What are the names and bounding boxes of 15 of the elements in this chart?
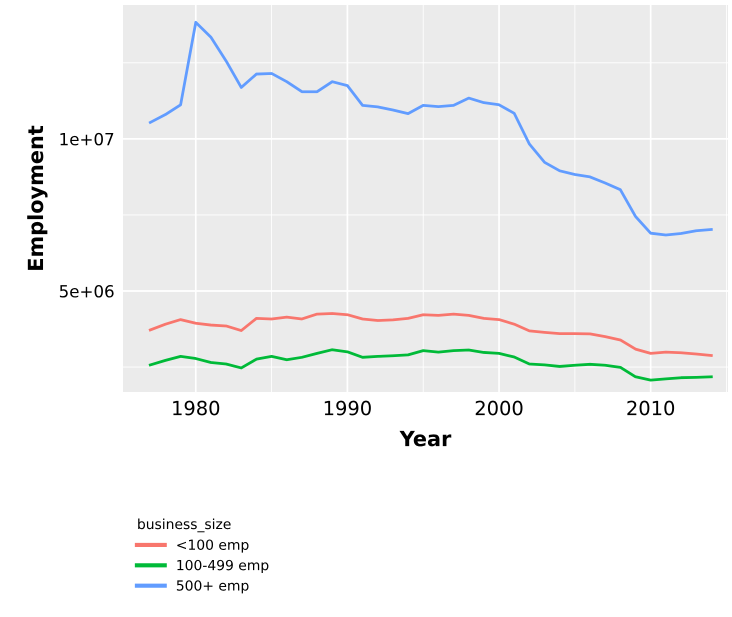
legend-label: <100 emp: [177, 539, 249, 553]
y-tick-label: 1e+07: [60, 132, 114, 146]
x-tick-label: 2000: [476, 400, 522, 416]
legend-label: 100-499 emp: [177, 560, 268, 574]
x-tick-label: 1980: [173, 400, 220, 416]
x-tick-label: 1990: [324, 400, 371, 416]
y-axis-title: Employment: [27, 126, 48, 270]
y-tick-label: 5e+06: [60, 284, 114, 298]
legend-label: 500+ emp: [176, 580, 249, 594]
x-axis-title: Year: [399, 430, 452, 446]
x-tick-label: 2010: [627, 400, 674, 416]
line-series: [148, 348, 713, 382]
legend-title: business_size: [138, 518, 231, 532]
line-series: [148, 312, 713, 357]
line-series: [148, 20, 713, 236]
